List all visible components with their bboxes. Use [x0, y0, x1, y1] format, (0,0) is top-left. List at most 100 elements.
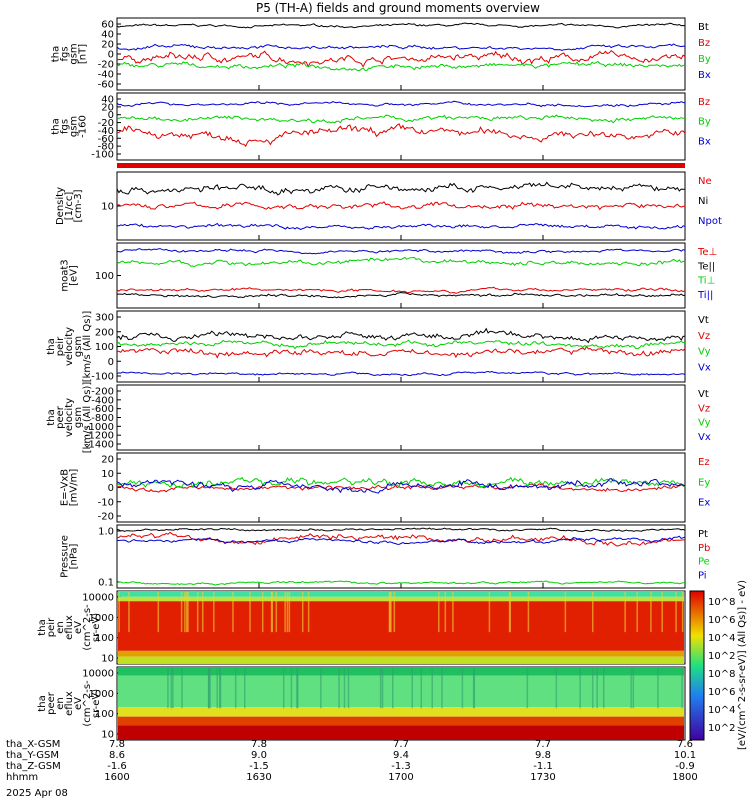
spectrogram-streak: [301, 592, 304, 633]
legend-vx: Vx: [698, 432, 711, 443]
y-tick-label: 0: [108, 357, 114, 368]
legend-bz: Bz: [698, 38, 710, 49]
ephemeris-value: 10.1: [674, 750, 696, 761]
series-npot-line: [116, 222, 686, 230]
legend-pt: Pt: [698, 529, 708, 540]
y-tick-label: 20: [101, 102, 114, 113]
y-axis-label-line: [1/cc]: [64, 192, 75, 221]
y-axis-label: thapeervelocitygsm[km/s (All Qs)]: [46, 382, 93, 454]
spectrogram-streak: [527, 592, 530, 633]
panel-3: 10 Density[1/cc][cm-3] Ne Ni Npot: [55, 171, 722, 241]
y-axis-label-line: -160: [78, 115, 89, 138]
y-tick-label: 300: [95, 313, 114, 324]
y-axis-label: thafgsgsm-160: [51, 115, 89, 138]
ephemeris-row-label: tha_X-GSM: [6, 739, 60, 750]
ephemeris-value: 1730: [530, 772, 555, 783]
y-axis-label-line: peer: [55, 405, 66, 429]
y-tick-label: -20: [98, 118, 114, 129]
legend-pb: Pb: [698, 543, 710, 554]
y-tick-label: 10000: [82, 669, 114, 680]
y-tick-label: -1400: [85, 440, 114, 451]
spectrogram-streak: [596, 668, 598, 709]
series-te-line: [116, 291, 686, 299]
spectrogram-streak: [650, 592, 652, 633]
ephemeris-row-label: tha_Y-GSM: [6, 750, 59, 761]
ephemeris-row-label: hhmm: [6, 772, 38, 783]
spectrogram-streak: [343, 668, 346, 709]
y-tick-label: -20: [98, 512, 114, 523]
panel-4: 100 moat3[eV] Te⊥ Te|| Ti⊥ Ti||: [60, 242, 717, 309]
colorbar-tick-label: 10^2: [708, 651, 735, 662]
series-bz-line: [116, 50, 686, 68]
panels-group: 6040200-20-40-60thafgsgsm[nT]BtBzByBx402…: [37, 17, 722, 741]
date-label: 2025 Apr 08: [6, 788, 68, 799]
spectrogram-streak: [338, 668, 340, 709]
spectrogram-streak: [271, 592, 273, 633]
y-tick-label: 0: [108, 110, 114, 121]
spectrogram-streak: [196, 592, 199, 633]
y-axis-label-line: tha: [37, 619, 48, 635]
legend-bx: Bx: [698, 136, 711, 147]
spectrogram-band: [118, 650, 684, 657]
y-axis-label-line: E=-VxB: [60, 469, 71, 506]
spectrogram-streak: [389, 592, 391, 633]
series-vt-line: [116, 327, 686, 344]
spectrogram-streak: [172, 668, 174, 709]
flag-bar: [117, 163, 685, 168]
spectrogram-streak: [681, 592, 684, 633]
spectrogram-streak: [284, 592, 286, 633]
legend-te: Te||: [697, 261, 715, 272]
y-tick-label: 60: [101, 20, 114, 31]
panel-frame: [116, 17, 686, 91]
spectrogram-band: [118, 667, 684, 676]
y-axis-label: thapeirvelocitygsm[km/s (All Qs)]: [46, 311, 93, 383]
y-axis-label-line: tha: [46, 409, 57, 425]
colorbar-label: [eV/(cm^2-s-sr-eV)] (All Qs)] - eV): [737, 580, 748, 750]
series-te-line: [116, 286, 686, 294]
spectrogram-streak: [381, 668, 384, 709]
ephemeris-table: tha_X-GSM 7.8 7.8 7.7 7.7 7.6 tha_Y-GSM 8.6 9.0 9…: [6, 739, 698, 783]
y-axis-label-line: [cm-3]: [73, 189, 84, 222]
y-axis-label-line: velocity: [64, 398, 75, 437]
legend-by: By: [698, 54, 711, 65]
series-bx-line: [116, 100, 686, 108]
y-tick-label: 200: [95, 327, 114, 338]
y-tick-label: 10: [101, 654, 114, 665]
panel-8: 1.0 0.1 Pressure[nPa] Pt Pb Pe Pi: [60, 524, 710, 589]
spectrogram-streak: [320, 668, 322, 709]
y-axis-label: Pressure[nPa]: [60, 535, 80, 578]
spectrogram-streak: [208, 668, 210, 709]
spectrogram: [118, 667, 684, 740]
spectrogram-streak: [286, 592, 289, 633]
ephemeris-value: 1630: [246, 772, 271, 783]
spectrogram-streak: [444, 592, 447, 633]
spectrogram-streak: [167, 668, 169, 709]
spectrogram-streak: [461, 668, 464, 709]
y-axis-label-line: fgs: [60, 46, 71, 61]
series-vx-line: [116, 370, 686, 377]
spectrogram-streak: [347, 668, 350, 709]
spectrogram-streak: [181, 668, 183, 709]
series-bz-line: [116, 123, 686, 148]
legend-ne: Ne: [698, 176, 712, 187]
colorbar-tick-label: 10^4: [708, 705, 735, 716]
spectrogram-streak: [473, 668, 476, 709]
spectrogram-streak: [438, 592, 440, 633]
spectrogram-streak: [509, 592, 511, 633]
legend-vz: Vz: [698, 403, 710, 414]
y-tick-label: 0.1: [98, 578, 114, 589]
ephemeris-value: 8.6: [109, 750, 125, 761]
y-axis-label-line: tha: [46, 338, 57, 354]
spectrogram-streak: [390, 592, 392, 633]
ephemeris-value: 9.4: [393, 750, 409, 761]
panel-frame: [116, 242, 686, 309]
spectrogram-streak: [184, 592, 186, 633]
y-tick-label: 0: [108, 483, 114, 494]
ephemeris-value: 9.8: [535, 750, 551, 761]
ephemeris-value: 1600: [104, 772, 129, 783]
ephemeris-value: -1.5: [249, 761, 269, 772]
legend-bt: Bt: [698, 22, 709, 33]
spectrogram-streak: [180, 592, 183, 633]
spectrogram-streak: [379, 668, 382, 709]
